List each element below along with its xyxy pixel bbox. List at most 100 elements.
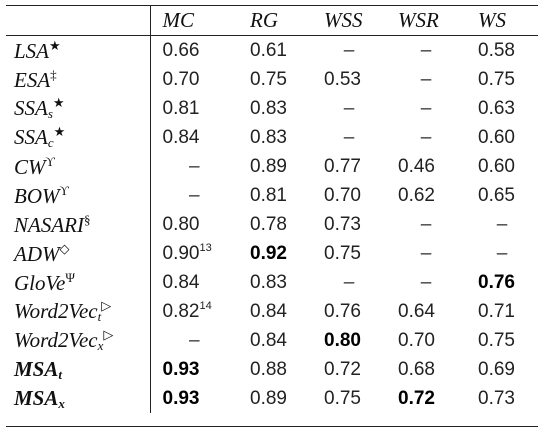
footnote-marker: 14 <box>199 300 212 312</box>
method-superscript-mark: ϒ <box>59 182 69 198</box>
score-value: – <box>420 213 432 235</box>
method-superscript-mark: ★ <box>49 37 61 53</box>
table-row: ADW◇ 0.9013 0.92 0.75 – – <box>6 239 538 268</box>
score-value: 0.76 <box>324 300 361 322</box>
method-subscript: x <box>97 338 104 353</box>
score-cell: 0.69 <box>466 355 538 384</box>
score-value: 0.65 <box>478 184 515 206</box>
score-value: 0.70 <box>324 184 361 206</box>
score-cell: – <box>386 94 466 123</box>
method-name: CW <box>14 154 46 179</box>
score-cell: – <box>386 268 466 297</box>
score-cell: – <box>386 210 466 239</box>
score-value: 0.70 <box>162 68 200 90</box>
score-cell: – <box>386 35 466 65</box>
score-cell: 0.76 <box>312 297 386 326</box>
score-value: – <box>420 242 432 264</box>
score-cell: 0.83 <box>238 94 312 123</box>
method-superscript-mark: ◇ <box>59 240 70 256</box>
score-value: – <box>496 213 508 235</box>
score-cell: 0.73 <box>312 210 386 239</box>
score-cell: – <box>312 268 386 297</box>
score-cell: 0.65 <box>466 181 538 210</box>
score-value: – <box>343 39 355 61</box>
score-cell: 0.72 <box>386 384 466 413</box>
score-value: 0.84 <box>250 329 287 351</box>
table-row: CWϒ – 0.89 0.77 0.46 0.60 <box>6 152 538 181</box>
method-superscript-mark: ▷ <box>101 298 112 313</box>
score-value: 0.76 <box>478 271 515 293</box>
score-cell: 0.89 <box>238 152 312 181</box>
score-value: 0.61 <box>250 39 287 61</box>
score-cell: 0.53 <box>312 65 386 94</box>
method-name-cell: GloVeΨ <box>6 268 151 297</box>
score-value: 0.75 <box>324 242 361 264</box>
column-header-mc: MC <box>162 7 195 32</box>
score-cell: – <box>150 326 238 355</box>
column-header-rg: RG <box>250 7 278 32</box>
method-name: BOW <box>14 183 60 208</box>
score-value: 0.84 <box>162 126 200 148</box>
method-name-cell: Word2Vecx▷ <box>6 326 151 355</box>
method-name: MSA <box>14 356 59 381</box>
score-value: 0.73 <box>478 387 515 409</box>
score-cell: 0.93 <box>150 384 238 413</box>
score-cell: 0.78 <box>238 210 312 239</box>
footnote-marker: 13 <box>199 242 212 254</box>
column-header-wss: WSS <box>324 7 363 32</box>
score-value: 0.63 <box>478 97 515 119</box>
table-row: MSAt 0.93 0.88 0.72 0.68 0.69 <box>6 355 538 384</box>
score-cell: 0.72 <box>312 355 386 384</box>
score-cell: 0.83 <box>238 123 312 152</box>
table-row: SSAc★ 0.84 0.83 – – 0.60 <box>6 123 538 152</box>
score-cell: 0.88 <box>238 355 312 384</box>
score-cell: 0.75 <box>238 65 312 94</box>
score-value: 0.75 <box>478 329 515 351</box>
method-name-cell: ADW◇ <box>6 239 151 268</box>
table-row: LSA★ 0.66 0.61 – – 0.58 <box>6 35 538 65</box>
header-row: MC RG WSS WSR WS <box>6 5 538 36</box>
table-row: Word2Vecx▷ – 0.84 0.80 0.70 0.75 <box>6 326 538 355</box>
score-value: 0.93 <box>162 387 200 409</box>
column-header-wsr: WSR <box>398 7 439 32</box>
method-superscript-mark: ★ <box>52 95 65 110</box>
score-value: 0.75 <box>324 387 361 409</box>
method-name-cell: CWϒ <box>6 152 151 181</box>
score-value: 0.75 <box>478 68 515 90</box>
score-cell: 0.81 <box>150 94 238 123</box>
score-value: – <box>420 126 432 148</box>
score-cell: – <box>150 152 238 181</box>
score-cell: 0.70 <box>312 181 386 210</box>
method-name-cell: Word2Vect▷ <box>6 297 151 326</box>
score-value: 0.64 <box>398 300 435 322</box>
score-value: 0.58 <box>478 39 515 61</box>
method-name: SSA <box>14 96 48 120</box>
score-cell: – <box>386 123 466 152</box>
score-cell: 0.75 <box>466 326 538 355</box>
score-cell: 0.66 <box>150 35 238 65</box>
method-name: Word2Vec <box>14 328 98 352</box>
method-name: LSA <box>14 38 50 63</box>
table-row: GloVeΨ 0.84 0.83 – – 0.76 <box>6 268 538 297</box>
score-value: 0.90 <box>162 243 200 264</box>
score-value: 0.60 <box>478 155 515 177</box>
score-value: 0.80 <box>162 213 200 235</box>
method-subscript: x <box>58 395 65 411</box>
method-subscript: c <box>47 135 54 150</box>
score-cell: – <box>312 35 386 65</box>
score-value: 0.83 <box>250 97 287 119</box>
score-value: 0.81 <box>250 184 287 206</box>
score-cell: 0.80 <box>312 326 386 355</box>
score-value: 0.88 <box>250 358 287 380</box>
score-cell: – <box>466 210 538 239</box>
score-value: 0.84 <box>250 300 287 322</box>
score-cell: 0.71 <box>466 297 538 326</box>
table-row: Word2Vect▷ 0.8214 0.84 0.76 0.64 0.71 <box>6 297 538 326</box>
score-value: 0.92 <box>250 242 287 264</box>
table-row: BOWϒ – 0.81 0.70 0.62 0.65 <box>6 181 538 210</box>
score-cell: 0.84 <box>150 123 238 152</box>
table-row: NASARI§ 0.80 0.78 0.73 – – <box>6 210 538 239</box>
score-cell: – <box>466 239 538 268</box>
method-name: NASARI <box>14 212 84 237</box>
method-superscript-mark: Ψ <box>65 269 75 285</box>
